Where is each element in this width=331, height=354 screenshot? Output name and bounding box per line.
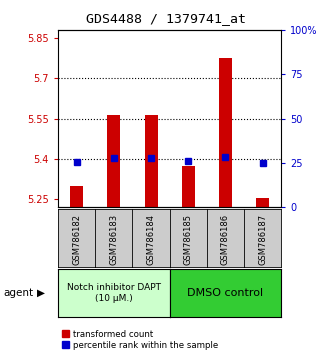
Bar xyxy=(256,198,269,207)
Bar xyxy=(219,58,232,207)
Text: GSM786186: GSM786186 xyxy=(221,213,230,265)
Bar xyxy=(70,185,83,207)
Text: DMSO control: DMSO control xyxy=(187,288,263,298)
Text: ▶: ▶ xyxy=(37,288,45,298)
Text: Notch inhibitor DAPT
(10 μM.): Notch inhibitor DAPT (10 μM.) xyxy=(67,283,161,303)
Bar xyxy=(107,115,120,207)
Text: GSM786184: GSM786184 xyxy=(147,213,156,264)
Text: agent: agent xyxy=(3,288,33,298)
Legend: transformed count, percentile rank within the sample: transformed count, percentile rank withi… xyxy=(62,330,218,350)
Bar xyxy=(145,115,158,207)
Text: GSM786182: GSM786182 xyxy=(72,213,81,264)
Text: GSM786183: GSM786183 xyxy=(109,213,118,265)
Text: GDS4488 / 1379741_at: GDS4488 / 1379741_at xyxy=(85,12,246,25)
Text: GSM786187: GSM786187 xyxy=(258,213,267,265)
Text: GSM786185: GSM786185 xyxy=(184,213,193,264)
Bar xyxy=(182,166,195,207)
